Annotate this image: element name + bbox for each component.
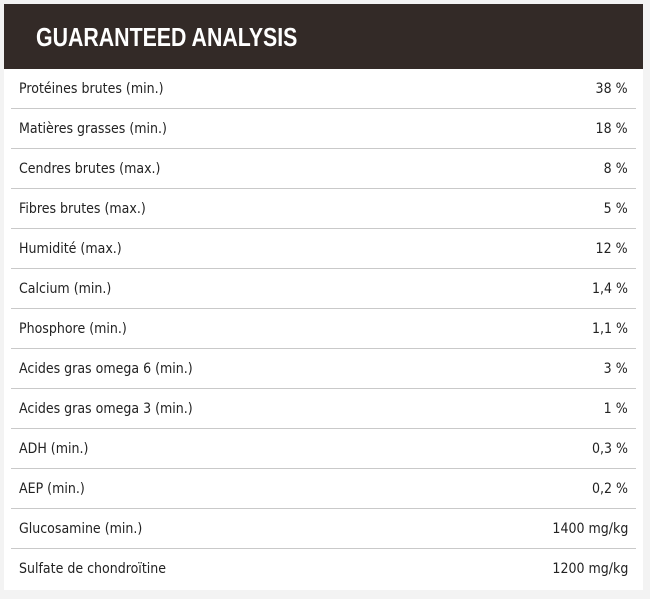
table-row: AEP (min.) 0,2 %	[11, 469, 636, 509]
row-value: 1,4 %	[591, 280, 628, 297]
row-label: ADH (min.)	[19, 440, 89, 457]
row-label: Glucosamine (min.)	[19, 520, 143, 537]
table-row: Cendres brutes (max.) 8 %	[11, 149, 636, 189]
row-label: Matières grasses (min.)	[19, 120, 167, 137]
row-label: AEP (min.)	[19, 480, 85, 497]
table-row: Protéines brutes (min.) 38 %	[11, 69, 636, 109]
table-row: Fibres brutes (max.) 5 %	[11, 189, 636, 229]
row-label: Sulfate de chondroïtine	[19, 561, 166, 577]
row-label: Fibres brutes (max.)	[19, 200, 146, 217]
table-row: Phosphore (min.) 1,1 %	[11, 309, 636, 349]
row-value: 1200 mg/kg	[552, 561, 628, 577]
table-row: ADH (min.) 0,3 %	[11, 429, 636, 469]
table-row: Matières grasses (min.) 18 %	[11, 109, 636, 149]
row-value: 8 %	[603, 160, 628, 177]
row-value: 0,3 %	[591, 440, 628, 457]
row-label: Cendres brutes (max.)	[19, 160, 161, 177]
row-value: 1400 mg/kg	[552, 520, 628, 537]
table-row: Acides gras omega 3 (min.) 1 %	[11, 389, 636, 429]
row-label: Humidité (max.)	[19, 240, 122, 257]
row-value: 5 %	[603, 200, 628, 217]
row-value: 1,1 %	[591, 320, 628, 337]
row-value: 0,2 %	[591, 480, 628, 497]
table-row: Acides gras omega 6 (min.) 3 %	[11, 349, 636, 389]
table-row: Calcium (min.) 1,4 %	[11, 269, 636, 309]
guaranteed-analysis-panel: GUARANTEED ANALYSIS Protéines brutes (mi…	[4, 4, 643, 590]
row-value: 3 %	[603, 360, 628, 377]
panel-title: GUARANTEED ANALYSIS	[36, 22, 298, 52]
row-label: Calcium (min.)	[19, 280, 112, 297]
row-value: 12 %	[595, 240, 628, 257]
table-row: Sulfate de chondroïtine 1200 mg/kg	[11, 549, 636, 589]
row-value: 1 %	[603, 400, 628, 417]
row-value: 18 %	[595, 120, 628, 137]
row-label: Protéines brutes (min.)	[19, 80, 164, 97]
panel-header: GUARANTEED ANALYSIS	[4, 4, 643, 69]
row-label: Acides gras omega 3 (min.)	[19, 400, 193, 417]
row-value: 38 %	[595, 80, 628, 97]
analysis-table: Protéines brutes (min.) 38 % Matières gr…	[4, 69, 643, 589]
row-label: Phosphore (min.)	[19, 320, 127, 337]
table-row: Humidité (max.) 12 %	[11, 229, 636, 269]
row-label: Acides gras omega 6 (min.)	[19, 360, 193, 377]
table-row: Glucosamine (min.) 1400 mg/kg	[11, 509, 636, 549]
